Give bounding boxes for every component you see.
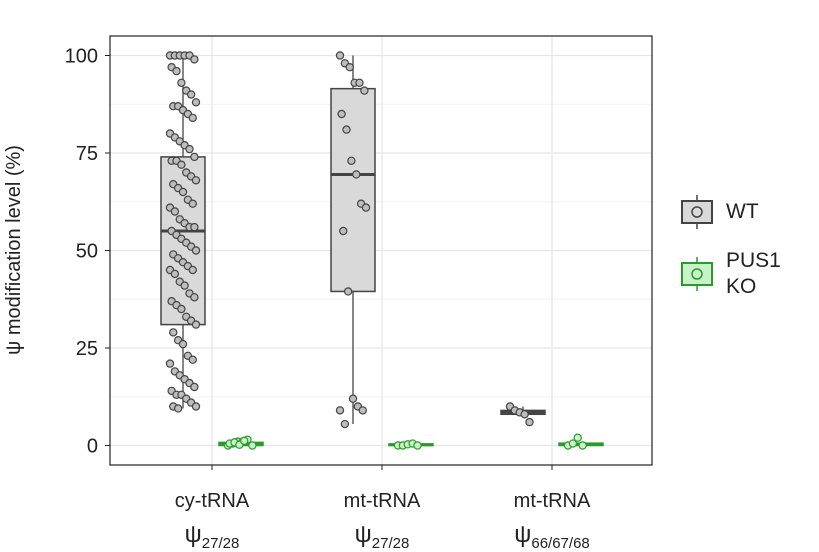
legend-key: [681, 195, 713, 229]
subscript: 27/28: [372, 535, 410, 552]
point: [169, 328, 178, 337]
point: [165, 359, 175, 368]
point: [520, 410, 529, 419]
psi: ψ: [355, 521, 372, 548]
legend-label: WT: [726, 200, 759, 223]
x-tick-label-sub: ψ27/28: [185, 521, 240, 552]
point: [191, 98, 201, 107]
psi: ψ: [185, 521, 202, 548]
point: [240, 436, 249, 446]
point: [191, 402, 201, 411]
point: [186, 90, 196, 99]
x-tick-label: cy-tRNA: [175, 490, 250, 512]
point: [335, 51, 345, 60]
point: [173, 404, 183, 413]
point: [343, 287, 353, 296]
box: [330, 87, 376, 293]
point: [352, 170, 361, 179]
x-tick-label-sub: ψ27/28: [355, 521, 410, 552]
subscript: 66/67/68: [531, 535, 589, 552]
point: [170, 207, 180, 216]
point: [348, 394, 358, 403]
subscript: 27/28: [202, 535, 240, 552]
legend-item: PUS1 KO: [680, 248, 786, 300]
point: [413, 441, 422, 450]
point: [339, 226, 348, 236]
point: [337, 109, 346, 119]
x-tick-label: mt-tRNA: [344, 490, 421, 512]
point: [358, 406, 367, 415]
point: [188, 199, 197, 208]
point: [190, 55, 199, 64]
y-axis-label: ψ modification level (%): [3, 145, 25, 355]
point: [177, 78, 186, 88]
x-tick-label: mt-tRNA: [514, 490, 591, 512]
x-tick-label-sub: ψ66/67/68: [514, 521, 590, 552]
point: [178, 187, 188, 197]
point: [188, 113, 197, 123]
y-tick-label: 75: [76, 143, 98, 165]
point: [573, 433, 582, 442]
point: [568, 439, 578, 448]
point: [190, 382, 199, 392]
point: [191, 176, 201, 185]
point: [248, 441, 257, 450]
point: [185, 144, 194, 154]
point: [177, 160, 186, 169]
point: [191, 320, 201, 329]
y-tick-label: 50: [76, 241, 98, 263]
psi: ψ: [514, 521, 531, 548]
legend-item: WT: [680, 193, 786, 231]
point: [347, 156, 356, 165]
point: [190, 293, 199, 302]
point: [355, 78, 364, 88]
point: [177, 304, 186, 314]
point: [180, 281, 189, 290]
point: [170, 269, 180, 279]
point: [360, 86, 369, 95]
point: [335, 406, 345, 415]
point: [178, 339, 188, 349]
legend-label: PUS1 KO: [726, 249, 781, 298]
point: [188, 355, 197, 364]
point: [191, 246, 201, 255]
point: [190, 152, 199, 162]
point: [342, 125, 351, 134]
point: [578, 441, 587, 450]
point: [190, 222, 199, 232]
point: [525, 417, 534, 427]
legend-key: [681, 257, 713, 291]
point: [340, 419, 350, 429]
y-tick-label: 100: [65, 46, 98, 68]
point: [345, 62, 354, 72]
point: [361, 203, 371, 212]
y-tick-label: 25: [76, 338, 98, 360]
point: [172, 66, 181, 76]
point: [188, 265, 197, 275]
y-tick-label: 0: [87, 436, 98, 458]
